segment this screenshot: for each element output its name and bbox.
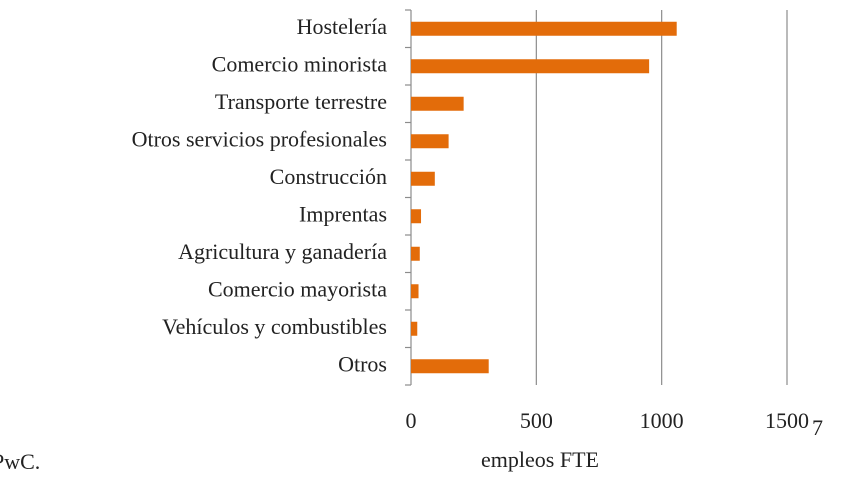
x-tick-label: 0 <box>406 408 417 433</box>
y-tick-label: Construcción <box>270 164 387 189</box>
page-number: 7 <box>812 415 823 440</box>
y-tick-label: Comercio mayorista <box>208 276 387 301</box>
bar <box>411 209 422 224</box>
x-tick-label: 500 <box>520 408 553 433</box>
y-tick-label: Transporte terrestre <box>215 89 387 114</box>
bar <box>411 246 420 261</box>
bar <box>411 21 677 36</box>
y-tick-label: Otros servicios profesionales <box>132 126 387 151</box>
bar <box>411 96 464 111</box>
y-tick-label: Vehículos y combustibles <box>162 314 387 339</box>
bar <box>411 321 418 336</box>
y-tick-label: Agricultura y ganadería <box>178 239 387 264</box>
x-axis-label: empleos FTE <box>481 447 599 472</box>
y-tick-label: Otros <box>338 351 387 376</box>
x-tick-label: 1000 <box>640 408 684 433</box>
bar <box>411 134 449 149</box>
y-tick-label: Hostelería <box>297 14 388 39</box>
source: PwC. <box>0 449 40 474</box>
bar <box>411 284 419 299</box>
y-tick-label: Comercio minorista <box>212 51 388 76</box>
bar <box>411 59 650 74</box>
bar <box>411 359 489 374</box>
x-tick-label: 1500 <box>765 408 809 433</box>
bar <box>411 171 435 186</box>
y-tick-label: Imprentas <box>299 201 387 226</box>
